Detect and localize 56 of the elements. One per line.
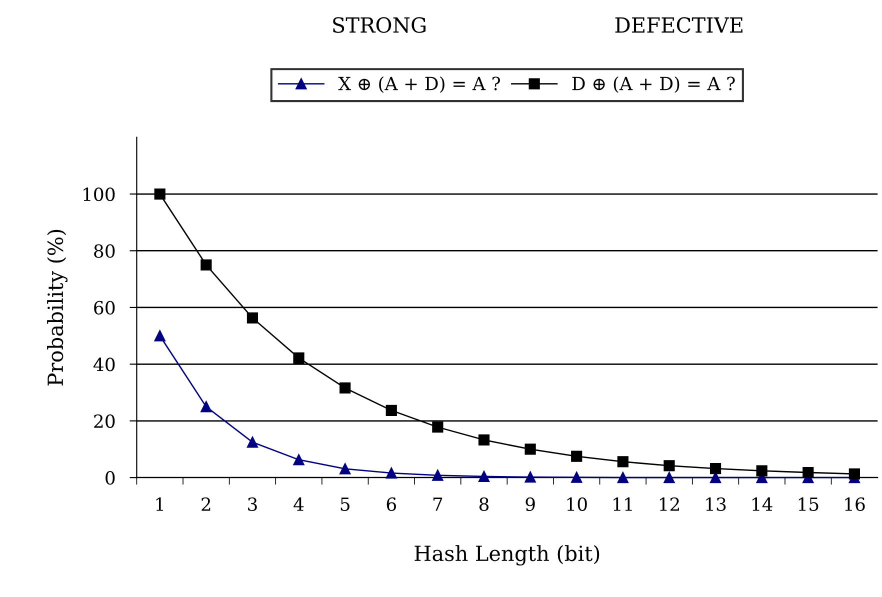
point	[200, 259, 212, 270]
legend-label: D ⊕ (A + D) = A ?	[572, 76, 735, 93]
x-tick-label: 13	[706, 497, 726, 512]
point	[293, 352, 304, 364]
point	[617, 456, 628, 468]
y-tick-label: 80	[94, 244, 115, 258]
point	[802, 466, 814, 478]
x-tick-label: 16	[845, 497, 865, 512]
x-tick-label: 2	[202, 497, 210, 511]
y-tick-label: 20	[94, 414, 115, 428]
point	[524, 471, 536, 483]
x-tick-label: 1	[156, 497, 164, 511]
x-tick-label: 9	[526, 497, 535, 512]
point	[571, 450, 582, 462]
x-tick-label: 3	[248, 497, 257, 512]
x-tick-label: 4	[294, 497, 304, 511]
x-tick-label: 15	[798, 497, 818, 512]
x-tick-label: 7	[433, 498, 442, 511]
point	[200, 401, 212, 412]
x-tick-label: 14	[752, 497, 772, 511]
point	[154, 330, 166, 342]
y-tick-label: 0	[106, 471, 115, 485]
y-tick-label: 100	[84, 187, 115, 202]
x-axis-title: Hash Length (bit)	[414, 545, 600, 566]
point	[246, 436, 258, 448]
point	[340, 382, 351, 394]
x-tick-label: 11	[614, 497, 632, 511]
point	[478, 434, 490, 446]
point	[432, 470, 444, 481]
point	[432, 422, 444, 433]
y-tick-label: 40	[93, 358, 115, 372]
x-tick-label: 10	[567, 497, 587, 512]
x-tick-label: 8	[479, 497, 489, 512]
point	[524, 444, 536, 455]
point	[478, 470, 490, 482]
point	[756, 465, 768, 476]
y-axis-title: Probability (%)	[47, 230, 68, 386]
point	[848, 468, 860, 480]
point	[246, 312, 258, 324]
point	[293, 454, 304, 466]
point	[386, 468, 397, 479]
text: DEFECTIVE	[615, 17, 742, 33]
x-tick-label: 12	[660, 497, 679, 511]
point	[617, 472, 628, 484]
x-tick-label: 6	[386, 497, 396, 512]
x-tick-label: 5	[340, 498, 350, 512]
point	[386, 404, 397, 416]
point	[340, 463, 351, 474]
text: STRONG	[333, 17, 426, 33]
point	[154, 188, 166, 200]
y-tick-label: 60	[94, 300, 115, 315]
legend-label: X ⊕ (A + D) = A ?	[338, 76, 500, 93]
point	[664, 460, 675, 472]
point	[664, 472, 675, 484]
point	[571, 472, 582, 483]
point	[710, 462, 722, 474]
